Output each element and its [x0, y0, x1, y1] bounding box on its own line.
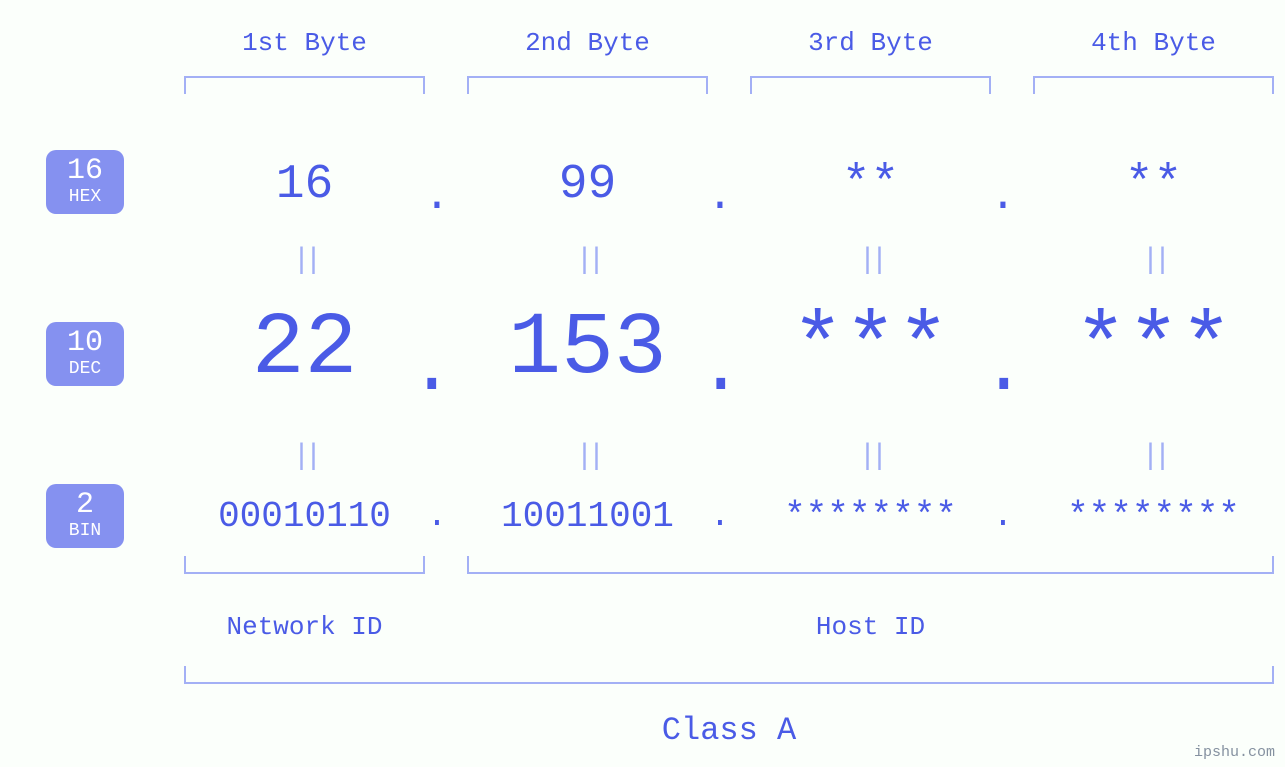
base-label-dec: DEC	[46, 360, 124, 378]
base-badge-hex: 16 HEX	[46, 150, 124, 214]
base-num-bin: 2	[46, 490, 124, 520]
bracket-network	[184, 556, 425, 574]
parallel-2-3: ||	[744, 440, 997, 474]
byte-header-3: 3rd Byte	[744, 28, 997, 58]
hex-dot-2: .	[698, 172, 742, 222]
parallel-2-1: ||	[178, 440, 431, 474]
hex-byte-4: **	[1027, 158, 1280, 212]
hex-byte-3: **	[744, 158, 997, 212]
base-num-hex: 16	[46, 156, 124, 186]
bracket-top-2	[467, 76, 708, 94]
bin-byte-1: 00010110	[178, 496, 431, 537]
bracket-top-4	[1033, 76, 1274, 94]
label-host-id: Host ID	[461, 612, 1280, 642]
dec-dot-2: .	[698, 326, 742, 412]
hex-byte-1: 16	[178, 158, 431, 212]
dec-byte-2: 153	[461, 300, 714, 399]
bin-byte-4: ********	[1027, 496, 1280, 537]
byte-header-2: 2nd Byte	[461, 28, 714, 58]
bin-byte-3: ********	[744, 496, 997, 537]
bracket-top-3	[750, 76, 991, 94]
bracket-host	[467, 556, 1274, 574]
byte-header-1: 1st Byte	[178, 28, 431, 58]
dec-byte-1: 22	[178, 300, 431, 399]
dec-byte-3: ***	[744, 300, 997, 399]
base-label-bin: BIN	[46, 522, 124, 540]
parallel-1-3: ||	[744, 244, 997, 278]
base-badge-bin: 2 BIN	[46, 484, 124, 548]
dec-byte-4: ***	[1027, 300, 1280, 399]
watermark: ipshu.com	[1194, 744, 1275, 761]
bracket-top-1	[184, 76, 425, 94]
base-badge-dec: 10 DEC	[46, 322, 124, 386]
ip-diagram: 1st Byte 2nd Byte 3rd Byte 4th Byte 16 H…	[0, 0, 1285, 767]
parallel-1-2: ||	[461, 244, 714, 278]
parallel-2-2: ||	[461, 440, 714, 474]
parallel-1-4: ||	[1027, 244, 1280, 278]
base-label-hex: HEX	[46, 188, 124, 206]
byte-header-4: 4th Byte	[1027, 28, 1280, 58]
label-network-id: Network ID	[178, 612, 431, 642]
bin-byte-2: 10011001	[461, 496, 714, 537]
hex-byte-2: 99	[461, 158, 714, 212]
bin-dot-3: .	[981, 498, 1025, 536]
dec-dot-3: .	[981, 326, 1025, 412]
bin-dot-1: .	[415, 498, 459, 536]
parallel-1-1: ||	[178, 244, 431, 278]
hex-dot-1: .	[415, 172, 459, 222]
base-num-dec: 10	[46, 328, 124, 358]
parallel-2-4: ||	[1027, 440, 1280, 474]
hex-dot-3: .	[981, 172, 1025, 222]
dec-dot-1: .	[409, 326, 453, 412]
bin-dot-2: .	[698, 498, 742, 536]
label-class: Class A	[178, 712, 1280, 749]
bracket-class	[184, 666, 1274, 684]
